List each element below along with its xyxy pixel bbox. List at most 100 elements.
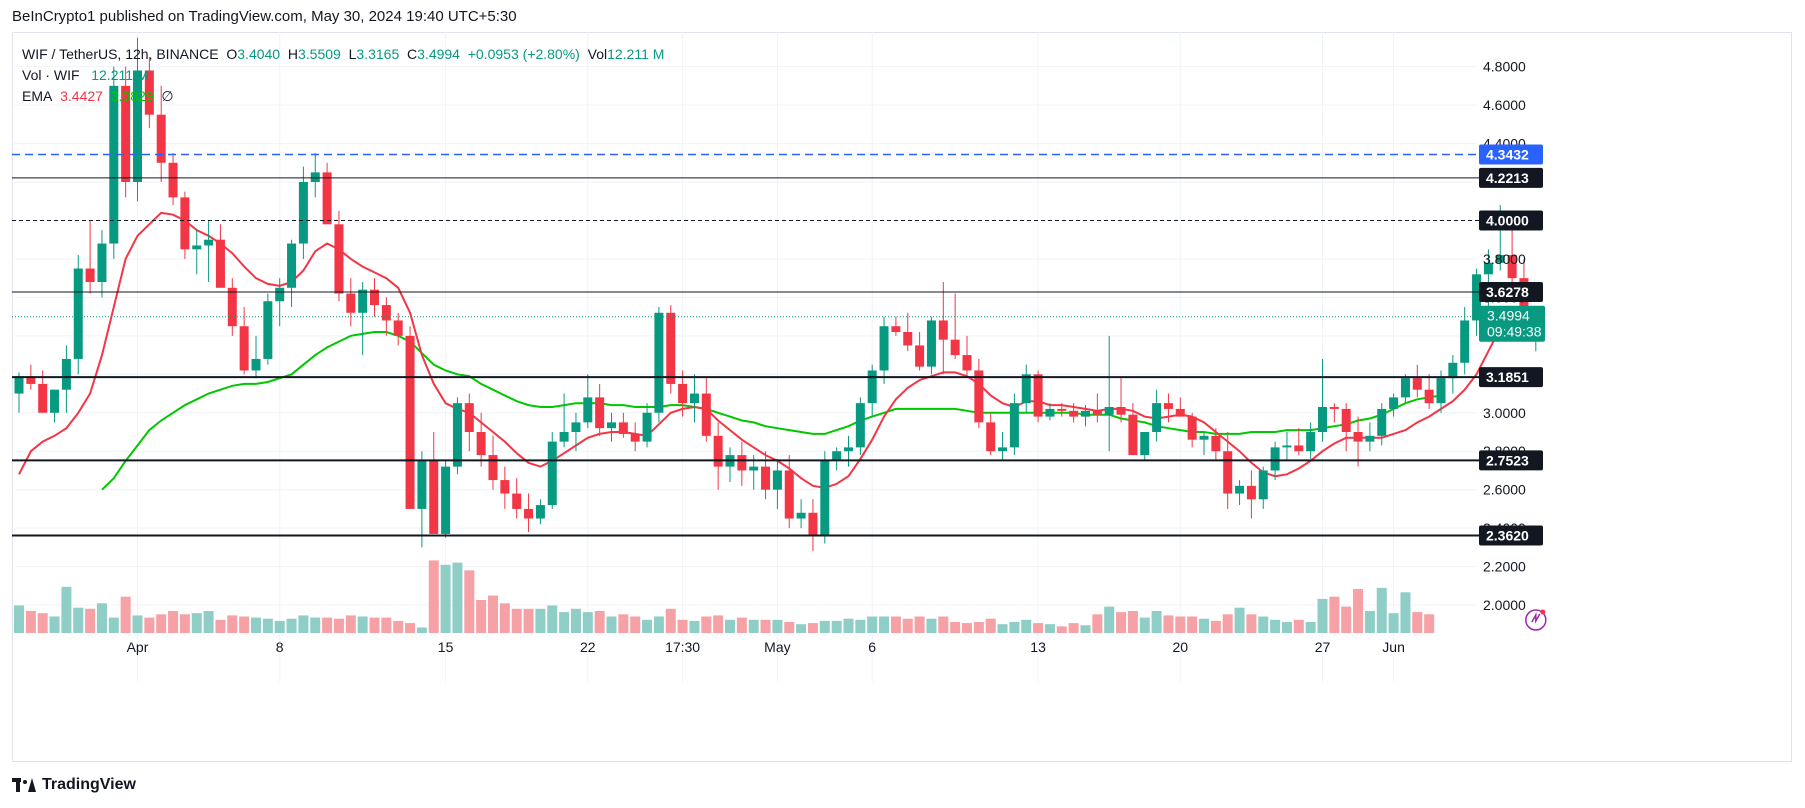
legend-high: 3.5509 <box>298 46 341 62</box>
level-price-badge <box>1479 525 1543 546</box>
level-price-label: 2.3620 <box>1486 527 1529 543</box>
legend-close-label: C <box>407 46 418 62</box>
level-price-label: 2.7523 <box>1486 452 1529 468</box>
candle-body <box>85 268 95 282</box>
volume-bar <box>843 618 854 633</box>
legend-ema-row[interactable]: EMA 3.4427 3.0829 ∅ <box>22 86 664 107</box>
volume-bar <box>1080 625 1091 633</box>
candle-body <box>796 512 806 519</box>
legend-open-label: O <box>226 46 238 62</box>
volume-bar <box>333 618 344 633</box>
candle-body <box>488 455 498 481</box>
candle-body <box>180 197 190 250</box>
level-price-label: 4.0000 <box>1486 212 1529 228</box>
volume-bar <box>1281 622 1292 633</box>
candle-body <box>73 268 83 359</box>
volume-bar <box>796 624 807 633</box>
candle-body <box>1069 410 1079 417</box>
volume-bar <box>274 620 285 633</box>
legend-ohlc-row: WIF / TetherUS, 12h, BINANCE O3.4040 H3.… <box>22 44 664 65</box>
volume-bar <box>1009 622 1020 633</box>
volume-bar <box>464 570 475 633</box>
tradingview-logo-icon <box>12 778 36 792</box>
volume-bar <box>1068 623 1079 633</box>
volume-bar <box>890 616 901 633</box>
volume-bar <box>1305 622 1316 633</box>
pulse-icon-bolt <box>1531 612 1541 624</box>
legend-change: +0.0953 (+2.80%) <box>467 46 580 62</box>
volume-bar <box>168 611 179 633</box>
candle-body <box>1483 262 1493 275</box>
volume-bar <box>251 617 261 633</box>
price-chart[interactable]: 2.00002.20002.40002.60002.80003.00003.20… <box>12 32 1792 762</box>
candle-body <box>1021 374 1031 404</box>
volume-bar <box>594 611 605 633</box>
tradingview-footer[interactable]: TradingView <box>12 776 136 794</box>
candle-body <box>583 397 593 423</box>
candle-body <box>950 339 960 356</box>
candle-body <box>867 370 877 404</box>
candle-body <box>204 239 214 246</box>
volume-bar <box>1388 613 1399 633</box>
x-tick-label: 20 <box>1173 639 1189 655</box>
legend-volume-row[interactable]: Vol · WIF 12.211 M <box>22 65 664 86</box>
y-tick-label: 2.2000 <box>1483 559 1526 575</box>
volume-bar <box>322 617 333 633</box>
candle-body <box>121 85 131 182</box>
candle-body <box>476 432 486 456</box>
candle-body <box>26 376 36 384</box>
candle-body <box>1472 274 1482 321</box>
candle-body <box>1258 470 1268 500</box>
volume-bar <box>298 615 309 633</box>
candle-body <box>310 172 320 182</box>
x-tick-label: Apr <box>127 639 149 655</box>
legend-symbol[interactable]: WIF / TetherUS, 12h, BINANCE <box>22 46 219 62</box>
volume-bar <box>1234 607 1245 633</box>
level-price-badge <box>1479 367 1543 388</box>
volume-bar <box>701 616 712 633</box>
candle-body <box>1140 432 1150 456</box>
candle-body <box>1353 432 1363 442</box>
candle-body <box>998 447 1008 452</box>
candle-body <box>761 466 771 490</box>
level-price-badge <box>1479 282 1543 303</box>
candle-body <box>678 383 688 404</box>
ema-slow-line <box>101 331 1442 491</box>
volume-bar <box>713 615 724 633</box>
volume-bar <box>962 623 972 633</box>
volume-bar <box>1258 616 1269 633</box>
candle-body <box>405 335 415 509</box>
volume-bar <box>1341 606 1352 633</box>
volume-bar <box>867 616 878 633</box>
legend-ema-slow: 3.0829 <box>110 88 154 104</box>
pulse-icon-dot <box>1540 609 1546 615</box>
candle-body <box>524 508 534 519</box>
candle-body <box>144 70 154 115</box>
candle-body <box>844 447 853 452</box>
volume-bar <box>416 627 427 633</box>
volume-bar <box>926 618 937 633</box>
candle-body <box>1495 255 1505 263</box>
volume-bar <box>120 596 131 633</box>
candle-body <box>855 403 865 448</box>
volume-bar <box>772 619 783 633</box>
candle-body <box>938 320 948 340</box>
chart-frame[interactable]: 2.00002.20002.40002.60002.80003.00003.20… <box>12 32 1792 762</box>
legend-ema-fast: 3.4427 <box>60 88 103 104</box>
volume-bar <box>1222 614 1233 633</box>
candle-body <box>452 403 462 467</box>
volume-bar <box>132 615 143 633</box>
candle-body <box>1436 378 1446 404</box>
volume-bar <box>37 613 48 633</box>
volume-bar <box>547 605 558 633</box>
volume-bar <box>535 608 546 633</box>
volume-bar <box>108 617 119 633</box>
volume-bar <box>488 595 498 633</box>
legend-open: 3.4040 <box>237 46 281 62</box>
candle-body <box>215 239 225 288</box>
candle-body <box>1306 432 1316 452</box>
volume-bar <box>1139 617 1150 633</box>
candle-body <box>547 441 557 506</box>
legend-close: 3.4994 <box>417 46 460 62</box>
volume-bar <box>61 586 72 633</box>
